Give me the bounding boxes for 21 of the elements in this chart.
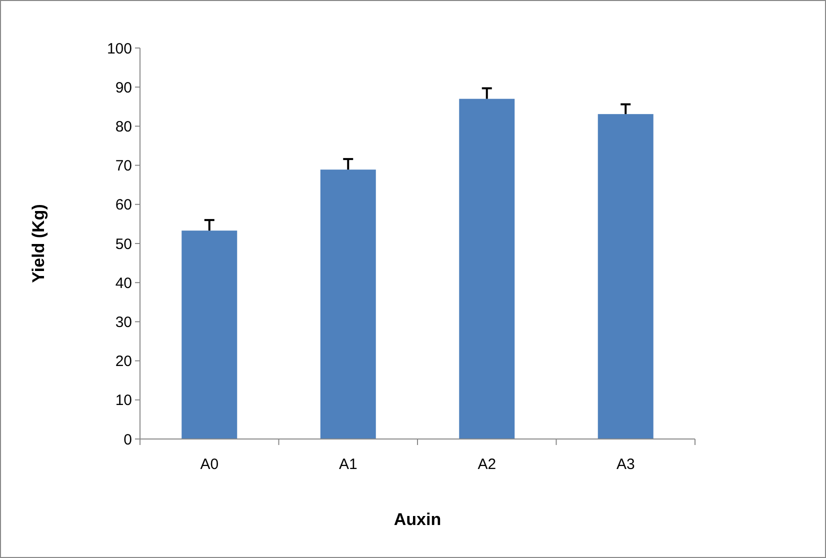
y-tick-label: 90 xyxy=(115,79,132,96)
y-tick-label: 80 xyxy=(115,118,132,136)
bar xyxy=(459,98,515,439)
x-tick-label: A0 xyxy=(200,456,219,473)
y-tick-label: 60 xyxy=(115,196,132,214)
y-tick-label: 0 xyxy=(124,431,132,448)
bar xyxy=(320,170,376,439)
x-tick-label: A3 xyxy=(616,456,635,473)
x-tick-label: A2 xyxy=(478,456,496,473)
y-axis-title: Yield (Kg) xyxy=(29,204,48,283)
bar xyxy=(182,230,238,439)
y-tick-label: 50 xyxy=(115,236,132,253)
y-tick-label: 10 xyxy=(115,392,132,410)
y-tick-label: 40 xyxy=(115,274,132,292)
y-tick-label: 30 xyxy=(115,314,132,331)
y-tick-label: 70 xyxy=(115,158,132,175)
x-axis-title: Auxin xyxy=(394,510,442,529)
y-tick-label: 20 xyxy=(115,353,132,370)
x-tick-label: A1 xyxy=(338,456,358,473)
bar xyxy=(598,114,654,439)
y-tick-label: 100 xyxy=(106,40,132,58)
